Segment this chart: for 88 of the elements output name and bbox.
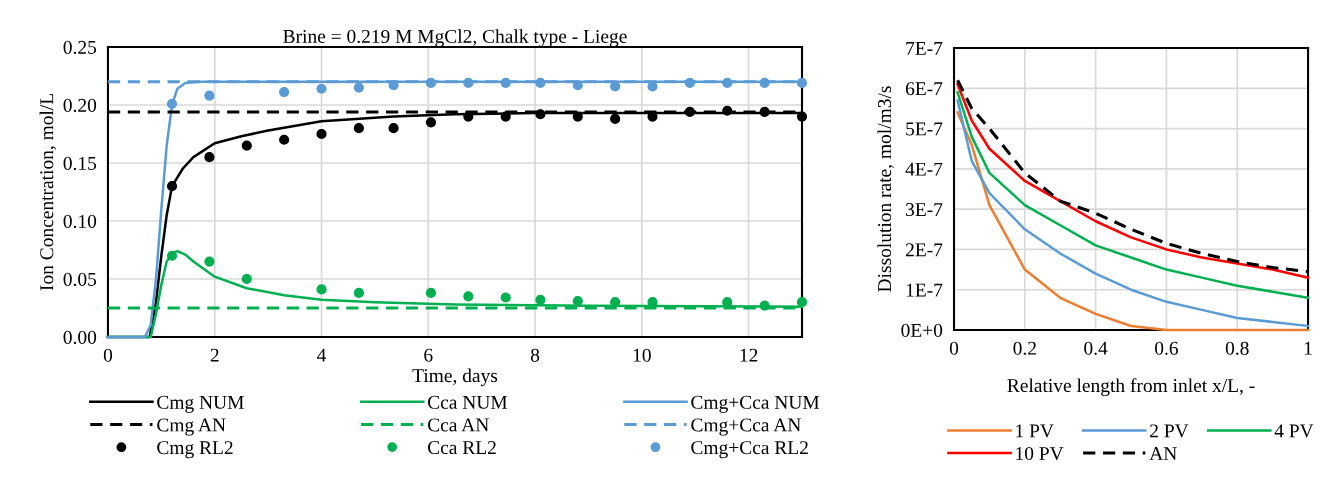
point	[425, 287, 437, 298]
point	[722, 77, 733, 89]
x-tick-label: 12	[740, 348, 758, 362]
point	[500, 77, 511, 89]
point	[166, 250, 178, 261]
point	[684, 77, 695, 89]
legend-label: Cca NUM	[428, 395, 508, 409]
point	[610, 113, 621, 124]
y-tick-label: 0E+0	[901, 323, 943, 337]
x-tick-label: 2	[210, 348, 219, 362]
legend-label: Cmg+Cca NUM	[691, 395, 820, 413]
legend-label: 1 PV	[1016, 424, 1054, 438]
legend-label: Cca AN	[428, 418, 489, 432]
y-axis-title: Ion Concentration, mol/L	[39, 94, 57, 291]
point	[684, 106, 695, 118]
y-tick-label: 0.15	[63, 156, 97, 170]
point	[796, 77, 808, 89]
y-tick-label: 0.05	[63, 272, 97, 286]
x-tick-label: 1	[1304, 341, 1312, 355]
y-axis-title: Dissolution rate, mol/m3/s	[877, 86, 894, 292]
point	[241, 140, 252, 151]
point	[535, 294, 546, 305]
point	[759, 300, 770, 311]
x-tick-label: 0.8	[1225, 341, 1249, 355]
legend-label: Cca RL2	[428, 441, 496, 455]
point	[572, 80, 583, 91]
point	[279, 87, 290, 98]
point	[166, 181, 178, 192]
x-tick-label: 10	[633, 348, 651, 362]
legend-label: Cmg+Cca RL2	[691, 441, 808, 459]
y-tick-label: 0.25	[63, 40, 97, 54]
x-tick-label: 0.4	[1084, 341, 1108, 355]
legend-label: Cmg NUM	[157, 395, 244, 413]
x-axis-title: Relative length from inlet x/L, -	[1007, 378, 1255, 397]
point	[535, 109, 546, 120]
x-tick-label: 8	[530, 348, 540, 362]
y-tick-label: 2E-7	[905, 243, 943, 257]
point	[759, 77, 770, 89]
point	[316, 284, 327, 295]
x-tick-label: 0	[949, 341, 959, 355]
point	[166, 98, 178, 109]
x-tick-label: 6	[424, 348, 433, 362]
y-tick-label: 7E-7	[906, 42, 943, 55]
y-tick-label: 6E-7	[905, 82, 943, 96]
y-tick-label: 4E-7	[905, 162, 943, 176]
point	[353, 82, 364, 93]
point	[388, 123, 399, 134]
point	[204, 152, 215, 163]
point	[796, 297, 808, 308]
y-tick-label: 0.00	[63, 330, 97, 344]
y-tick-label: 3E-7	[906, 203, 943, 217]
point	[796, 111, 808, 122]
point	[759, 106, 770, 118]
x-tick-label: 0.6	[1155, 341, 1179, 355]
legend-label: Cmg AN	[157, 418, 226, 436]
point	[353, 287, 364, 298]
point	[463, 111, 474, 122]
point	[425, 117, 437, 128]
point	[316, 83, 327, 94]
legend-label: AN	[1149, 447, 1177, 460]
point	[279, 134, 290, 145]
point	[535, 77, 546, 89]
point	[353, 123, 364, 134]
point	[500, 111, 511, 122]
point	[388, 80, 399, 91]
point	[463, 291, 474, 302]
x-axis-title: Time, days	[412, 368, 498, 387]
x-tick-label: 4	[317, 348, 327, 362]
legend-label: 2 PV	[1150, 424, 1189, 438]
point	[204, 90, 215, 101]
point	[500, 292, 511, 303]
y-tick-label: 0.20	[63, 98, 97, 112]
legend-label: 4 PV	[1274, 424, 1314, 438]
point	[463, 77, 474, 89]
y-tick-label: 5E-7	[906, 122, 943, 136]
point	[316, 128, 327, 140]
point	[425, 77, 437, 89]
point	[204, 256, 215, 267]
y-tick-label: 1E-7	[906, 283, 943, 297]
x-tick-label: 0	[103, 348, 113, 362]
legend-label: Cmg+Cca AN	[691, 418, 801, 436]
point	[241, 273, 252, 285]
point	[572, 111, 583, 122]
x-tick-label: 0.2	[1013, 341, 1036, 355]
legend-label: 10 PV	[1016, 446, 1064, 461]
point	[722, 105, 733, 116]
y-tick-label: 0.10	[63, 214, 97, 228]
legend-label: Cmg RL2	[157, 441, 233, 459]
